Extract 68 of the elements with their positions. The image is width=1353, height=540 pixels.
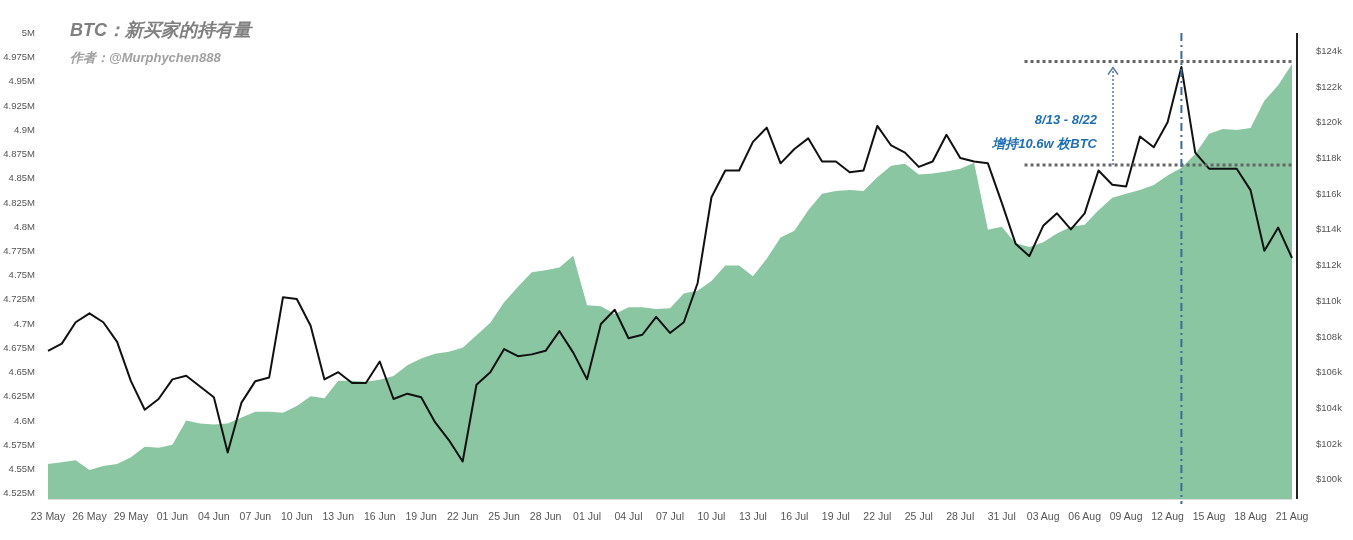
- y2-tick-label: $124k: [1316, 44, 1343, 56]
- chart-title: BTC：新买家的持有量: [70, 20, 253, 40]
- y-tick-label: 4.725M: [3, 293, 36, 305]
- x-tick-label: 01 Jun: [156, 510, 189, 522]
- y2-tick-label: $106k: [1316, 366, 1343, 378]
- y-tick-label: 4.95M: [8, 75, 36, 87]
- y2-tick-label: $112k: [1316, 259, 1342, 271]
- y-tick-label: 4.875M: [3, 148, 36, 160]
- x-tick-label: 03 Aug: [1026, 510, 1060, 522]
- y2-tick-label: $116k: [1316, 187, 1342, 199]
- y-tick-label: 4.525M: [3, 487, 36, 499]
- y2-tick-label: $114k: [1316, 223, 1342, 235]
- y2-tick-label: $122k: [1316, 80, 1343, 92]
- y-tick-label: 4.925M: [3, 99, 36, 111]
- y-tick-label: 4.625M: [3, 390, 36, 402]
- y2-tick-label: $120k: [1316, 116, 1343, 128]
- text: 作者：@Murphychen888: [70, 50, 222, 65]
- x-tick-label: 25 Jun: [488, 510, 521, 522]
- x-tick-label: 16 Jun: [363, 510, 396, 522]
- annotation: 8/13 - 8/22: [1034, 112, 1098, 127]
- x-tick-label: 10 Jun: [281, 510, 313, 522]
- x-tick-label: 06 Aug: [1068, 510, 1102, 522]
- y-tick-label: 4.975M: [3, 51, 36, 63]
- y2-tick-label: $108k: [1316, 330, 1343, 342]
- x-tick-label: 15 Aug: [1192, 510, 1226, 522]
- y2-tick-label: $104k: [1316, 401, 1343, 413]
- x-tick-label: 19 Jul: [821, 510, 850, 522]
- x-tick-label: 22 Jul: [863, 510, 892, 522]
- x-tick-label: 07 Jul: [655, 510, 685, 522]
- y2-tick-label: $102k: [1316, 437, 1343, 449]
- x-tick-label: 19 Jun: [405, 510, 438, 522]
- y-tick-label: 4.8M: [13, 220, 36, 232]
- x-tick-label: 07 Jun: [239, 510, 272, 522]
- x-tick-label: 21 Aug: [1275, 510, 1309, 522]
- x-tick-label: 29 May: [113, 510, 149, 522]
- x-tick-label: 18 Aug: [1234, 510, 1268, 522]
- x-tick-label: 23 May: [30, 510, 66, 522]
- y-tick-label: 4.55M: [8, 462, 36, 474]
- annotation: 增持10.6w 枚BTC: [991, 136, 1098, 151]
- y-tick-label: 4.7M: [13, 317, 36, 329]
- x-tick-label: 10 Jul: [697, 510, 726, 522]
- x-tick-label: 12 Aug: [1151, 510, 1185, 522]
- y-tick-label: 4.9M: [13, 123, 36, 135]
- y-tick-label: 4.775M: [3, 244, 36, 256]
- y-tick-label: 4.675M: [3, 341, 36, 353]
- x-tick-label: 09 Aug: [1109, 510, 1143, 522]
- x-tick-label: 01 Jul: [573, 510, 602, 522]
- x-tick-label: 31 Jul: [987, 510, 1016, 522]
- y-tick-label: 4.575M: [3, 438, 36, 450]
- x-tick-label: 25 Jul: [904, 510, 933, 522]
- y2-tick-label: $118k: [1316, 151, 1342, 163]
- x-tick-label: 26 May: [72, 510, 108, 522]
- x-tick-label: 28 Jul: [946, 510, 975, 522]
- y-tick-label: 4.6M: [13, 414, 36, 426]
- y-tick-label: 4.65M: [8, 366, 36, 378]
- y-tick-label: 5M: [21, 27, 36, 38]
- y-tick-label: 4.75M: [8, 269, 36, 281]
- y2-tick-label: $110k: [1316, 294, 1342, 306]
- x-tick-label: 22 Jun: [446, 510, 479, 522]
- x-tick-label: 04 Jun: [198, 510, 230, 522]
- y2-tick-label: $100k: [1316, 473, 1343, 485]
- x-tick-label: 13 Jul: [738, 510, 767, 522]
- x-tick-label: 04 Jul: [614, 510, 643, 522]
- y-tick-label: 4.825M: [3, 196, 36, 208]
- x-tick-label: 16 Jul: [780, 510, 809, 522]
- y-tick-label: 4.85M: [8, 172, 36, 184]
- x-tick-label: 28 Jun: [529, 510, 562, 522]
- x-tick-label: 13 Jun: [322, 510, 355, 522]
